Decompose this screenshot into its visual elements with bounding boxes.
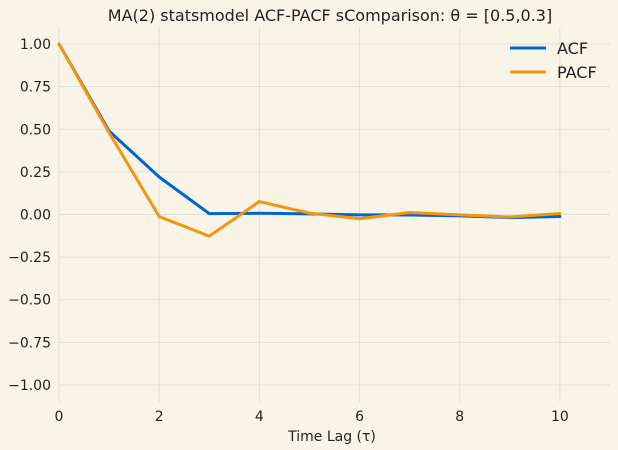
y-tick-label: −1.00: [8, 378, 51, 394]
legend-label-acf: ACF: [557, 39, 588, 58]
y-tick-label: 0.00: [20, 208, 51, 224]
x-tick-label: 2: [155, 409, 164, 425]
legend-label-pacf: PACF: [557, 63, 597, 82]
y-tick-label: 0.25: [20, 165, 51, 181]
x-tick-label: 10: [551, 409, 569, 425]
y-tick-label: −0.50: [8, 293, 51, 309]
y-tick-label: −0.25: [8, 250, 51, 266]
x-tick-label: 0: [55, 409, 64, 425]
x-tick-label: 4: [255, 409, 264, 425]
y-tick-label: 0.50: [20, 122, 51, 138]
x-axis-label: Time Lag (τ): [287, 429, 376, 445]
legend: ACF PACF: [510, 39, 597, 82]
x-tick-labels: 0 2 4 6 8 10: [55, 409, 569, 425]
x-tick-label: 6: [355, 409, 364, 425]
y-tick-label: 1.00: [20, 37, 51, 53]
x-tick-label: 8: [455, 409, 464, 425]
chart-title: MA(2) statsmodel ACF-PACF sComparison: θ…: [108, 6, 552, 25]
series-lines: [57, 42, 562, 238]
y-tick-label: −0.75: [8, 335, 51, 351]
y-tick-labels: 1.00 0.75 0.50 0.25 0.00 −0.25 −0.50 −0.75 −1.00: [8, 37, 51, 394]
y-tick-label: 0.75: [20, 80, 51, 96]
series-line-pacf: [57, 42, 562, 238]
